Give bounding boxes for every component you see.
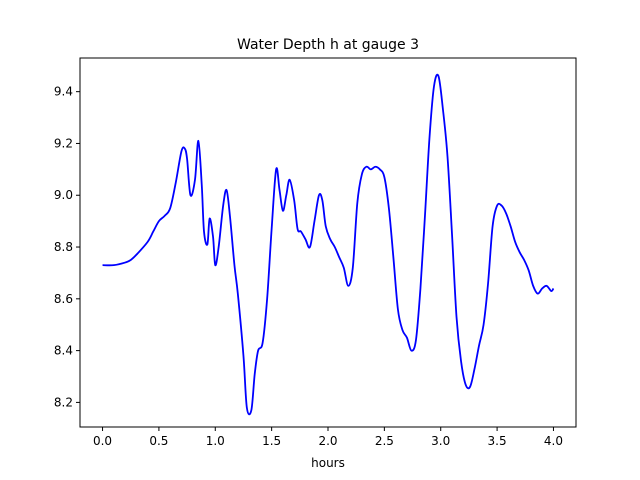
y-tick-label: 9.4 [54, 85, 73, 99]
x-tick-label: 4.0 [544, 434, 563, 448]
y-tick-label: 9.0 [54, 188, 73, 202]
y-tick-label: 9.2 [54, 136, 73, 150]
y-tick-label: 8.6 [54, 292, 73, 306]
y-tick-label: 8.2 [54, 395, 73, 409]
series-line-0 [102, 73, 555, 416]
y-tick-label: 8.4 [54, 344, 73, 358]
x-tick-label: 1.0 [206, 434, 225, 448]
plot-area [102, 73, 555, 416]
x-tick-label: 2.5 [375, 434, 394, 448]
x-tick-label: 3.0 [431, 434, 450, 448]
y-tick-label: 8.8 [54, 240, 73, 254]
x-tick-label: 2.0 [318, 434, 337, 448]
x-axis: 0.0 0.5 1.0 1.5 2.0 2.5 3.0 3.5 4.0 [93, 427, 563, 448]
x-tick-label: 0.5 [149, 434, 168, 448]
x-tick-label: 0.0 [93, 434, 112, 448]
x-tick-label: 3.5 [488, 434, 507, 448]
x-tick-label: 1.5 [262, 434, 281, 448]
x-axis-label: hours [311, 456, 345, 470]
chart-title: Water Depth h at gauge 3 [237, 37, 419, 53]
y-axis: 8.2 8.4 8.6 8.8 9.0 9.2 9.4 [54, 85, 80, 409]
